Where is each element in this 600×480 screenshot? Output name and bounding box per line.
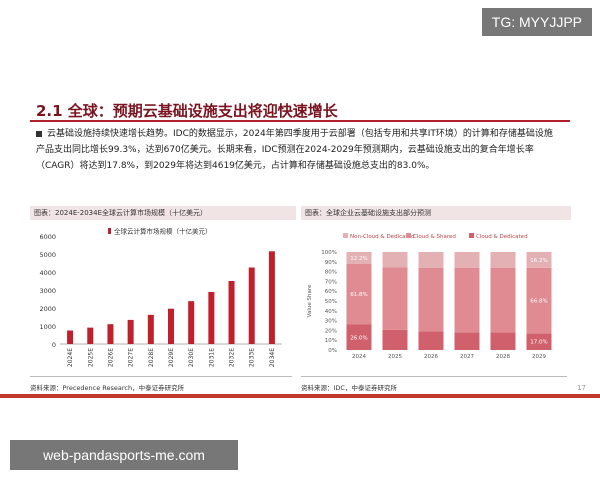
bar-2025E bbox=[87, 327, 94, 344]
legend-swatch bbox=[108, 228, 111, 234]
bar-segment-2027 bbox=[454, 332, 480, 350]
legend-label: 全球云计算市场规模（十亿美元） bbox=[114, 227, 212, 236]
x-tick-label: 2027E bbox=[128, 348, 135, 367]
data-label: 66.8% bbox=[530, 299, 547, 305]
bar-2034E bbox=[268, 251, 275, 344]
bar-segment-2027 bbox=[454, 267, 480, 333]
x-tick-label: 2032E bbox=[229, 348, 236, 367]
y-tick-label: 80% bbox=[325, 270, 337, 276]
x-tick-label: 2027 bbox=[460, 354, 474, 360]
bar-segment-2024 bbox=[346, 324, 372, 350]
cloud-market-bar-chart: 0 1000 2000 3000 4000 5000 6000 2024E 2025E 2026E… bbox=[39, 227, 282, 367]
y-tick-label: 40% bbox=[325, 309, 337, 315]
legend-swatch bbox=[469, 233, 474, 238]
bar-segment-2025 bbox=[382, 329, 408, 350]
y-tick-label: 5000 bbox=[39, 251, 56, 259]
data-label: 61.8% bbox=[350, 292, 367, 298]
y-tick-label: 60% bbox=[325, 289, 337, 295]
bar-segment-2029 bbox=[526, 252, 552, 268]
data-label: 17.0% bbox=[530, 340, 547, 346]
legend-label: Cloud & Dedicated bbox=[476, 234, 528, 240]
watermark-bottom: web-pandasports-me.com bbox=[10, 440, 238, 470]
bar-segment-2028 bbox=[490, 267, 516, 333]
y-tick-label: 6000 bbox=[39, 233, 56, 241]
bar-2033E bbox=[248, 267, 255, 344]
bar-segment-2025 bbox=[382, 267, 408, 330]
data-label: 12.2% bbox=[350, 256, 367, 262]
x-tick-label: 2025E bbox=[87, 348, 94, 367]
x-tick-label: 2031E bbox=[208, 348, 215, 367]
bar-2028E bbox=[147, 314, 154, 344]
bullet-square-icon bbox=[36, 130, 42, 137]
bar-segment-2027 bbox=[454, 252, 480, 268]
bar-2024E bbox=[67, 330, 74, 344]
bar-2031E bbox=[208, 291, 215, 344]
y-axis-label: Value Share bbox=[307, 284, 313, 317]
y-tick-label: 20% bbox=[325, 328, 337, 334]
y-tick-label: 70% bbox=[325, 279, 337, 285]
section-title: 2.1 全球：预期云基础设施支出将迎快速增长 bbox=[36, 102, 338, 120]
x-tick-label: 2024E bbox=[67, 348, 74, 367]
bar-segment-2024 bbox=[346, 263, 372, 325]
legend-swatch bbox=[406, 233, 411, 238]
x-tick-label: 2034E bbox=[269, 348, 276, 367]
x-tick-label: 2030E bbox=[188, 348, 195, 367]
footer-bar bbox=[0, 394, 600, 398]
bar-segment-2028 bbox=[490, 252, 516, 268]
x-tick-label: 2024 bbox=[352, 354, 366, 360]
x-tick-label: 2028E bbox=[148, 348, 155, 367]
y-tick-label: 0 bbox=[52, 341, 56, 349]
legend-label: Non-Cloud & Dedicated bbox=[350, 234, 415, 240]
bullet-paragraph: 云基础设施持续快速增长趋势。IDC的数据显示，2024年第四季度用于云部署（包括… bbox=[36, 126, 556, 174]
left-figure-source: 资料来源：Precedence Research，中泰证券研究所 bbox=[30, 384, 185, 392]
y-tick-label: 0% bbox=[328, 348, 337, 354]
bar-segment-2029 bbox=[526, 267, 552, 334]
bar-segment-2029 bbox=[526, 333, 552, 350]
x-tick-label: 2028 bbox=[496, 354, 510, 360]
left-figure-header: 图表：2024E-2034E全球云计算市场规模（十亿美元） bbox=[30, 206, 296, 220]
bar-2026E bbox=[107, 324, 114, 344]
y-tick-label: 2000 bbox=[39, 305, 56, 313]
bar-2029E bbox=[168, 308, 174, 344]
y-tick-label: 30% bbox=[325, 319, 337, 325]
x-tick-label: 2026E bbox=[107, 348, 114, 367]
y-tick-label: 90% bbox=[325, 260, 337, 266]
y-tick-label: 50% bbox=[325, 299, 337, 305]
bar-2027E bbox=[127, 319, 134, 344]
page-number: 17 bbox=[577, 384, 586, 392]
x-tick-label: 2025 bbox=[388, 354, 402, 360]
bar-segment-2024 bbox=[346, 252, 372, 264]
y-tick-label: 3000 bbox=[39, 287, 56, 295]
data-label: 26.0% bbox=[350, 335, 367, 341]
y-tick-label: 100% bbox=[321, 250, 337, 256]
x-tick-label: 2033E bbox=[249, 348, 256, 367]
bar-2032E bbox=[228, 281, 235, 344]
bullet-text: 云基础设施持续快速增长趋势。IDC的数据显示，2024年第四季度用于云部署（包括… bbox=[36, 129, 553, 171]
bar-segment-2026 bbox=[418, 331, 444, 350]
bar-segment-2026 bbox=[418, 252, 444, 268]
y-tick-label: 1000 bbox=[39, 323, 56, 331]
x-tick-label: 2029 bbox=[532, 354, 546, 360]
right-figure-source: 资料来源：IDC，中泰证券研究所 bbox=[301, 384, 397, 392]
x-tick-label: 2029E bbox=[168, 348, 175, 367]
bar-segment-2028 bbox=[490, 332, 516, 350]
right-source-divider bbox=[301, 376, 567, 377]
watermark-top: TG: MYYJJPP bbox=[481, 8, 592, 36]
title-divider bbox=[30, 120, 570, 122]
right-figure-header: 图表：全球企业云基础设施支出部分预测 bbox=[301, 206, 571, 220]
y-tick-label: 10% bbox=[325, 338, 337, 344]
legend-swatch bbox=[343, 233, 348, 238]
data-label: 16.2% bbox=[530, 258, 547, 264]
x-tick-label: 2026 bbox=[424, 354, 438, 360]
bar-segment-2026 bbox=[418, 267, 444, 332]
y-tick-label: 4000 bbox=[39, 269, 56, 277]
legend-label: Cloud & Shared bbox=[413, 234, 456, 240]
bar-segment-2025 bbox=[382, 252, 408, 268]
bar-2030E bbox=[188, 301, 195, 344]
left-source-divider bbox=[30, 376, 292, 377]
